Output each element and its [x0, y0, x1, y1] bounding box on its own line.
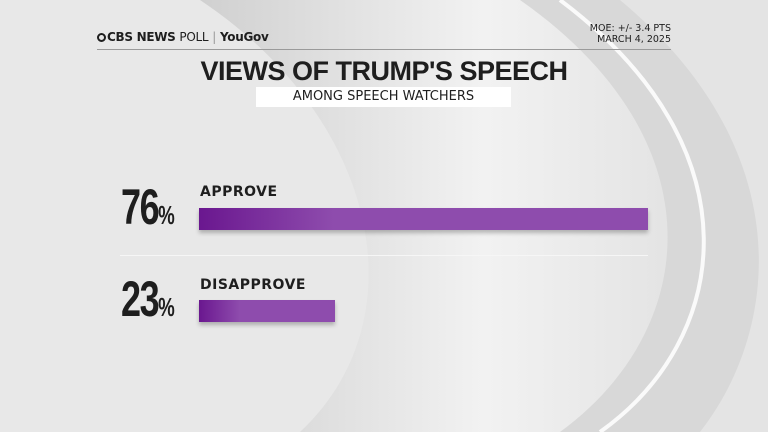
brand-poll: POLL — [179, 30, 209, 44]
percent-sign: % — [158, 200, 175, 230]
approve-value: 76 — [121, 179, 160, 235]
row-divider — [120, 255, 648, 256]
category-label-approve: APPROVE — [200, 184, 278, 200]
percent-sign: % — [158, 292, 175, 322]
cbs-eye-icon — [97, 33, 106, 42]
bar-disapprove — [199, 300, 335, 322]
disapprove-value: 23 — [121, 271, 160, 327]
value-label-disapprove: 23% — [121, 270, 175, 328]
value-label-approve: 76% — [121, 178, 175, 236]
header-rule — [97, 49, 671, 50]
category-label-disapprove: DISAPPROVE — [200, 277, 306, 293]
chart-title: VIEWS OF TRUMP'S SPEECH — [200, 56, 568, 86]
poll-date: MARCH 4, 2025 — [597, 34, 671, 45]
bar-approve — [199, 208, 649, 230]
brand-separator: | — [212, 30, 216, 44]
margin-of-error: MOE: +/- 3.4 PTS — [589, 23, 671, 34]
brand-name: CBS NEWS — [107, 30, 176, 44]
chart-subtitle: AMONG SPEECH WATCHERS — [256, 87, 511, 107]
partner-name: YouGov — [220, 30, 269, 44]
brand-logo: CBS NEWS POLL | YouGov — [97, 30, 269, 44]
poll-meta: MOE: +/- 3.4 PTS MARCH 4, 2025 — [590, 23, 671, 45]
